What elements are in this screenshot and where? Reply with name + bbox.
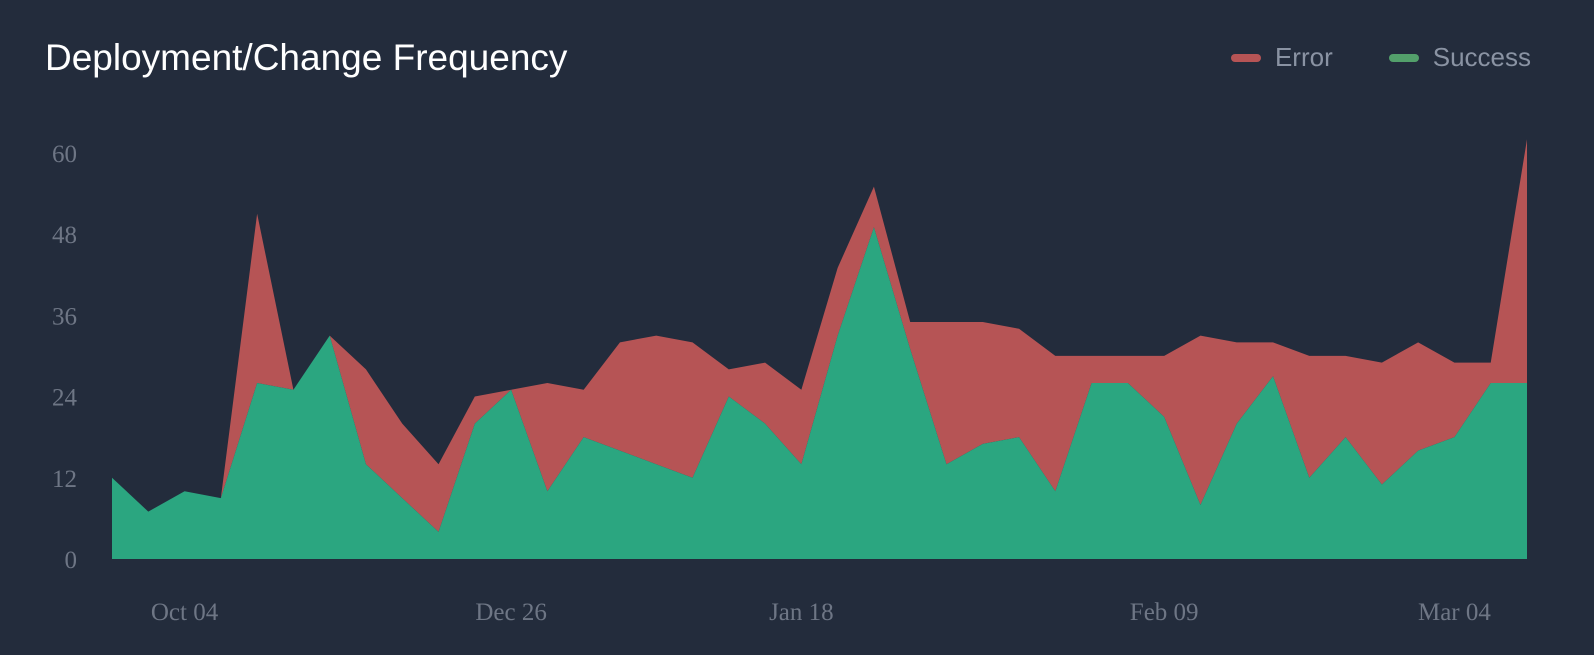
- legend-item-error[interactable]: Error: [1230, 42, 1333, 73]
- x-tick-label: Feb 09: [1130, 599, 1199, 626]
- series-areas: [112, 139, 1527, 559]
- y-tick-label: 12: [52, 466, 77, 493]
- legend-label-error: Error: [1274, 42, 1333, 72]
- x-tick-label: Oct 04: [151, 599, 219, 626]
- legend-label-success: Success: [1432, 42, 1531, 72]
- y-tick-label: 24: [52, 385, 78, 412]
- x-tick-label: Mar 04: [1418, 599, 1491, 626]
- legend: Error Success: [1175, 42, 1531, 73]
- y-tick-label: 60: [52, 141, 77, 168]
- y-tick-label: 0: [65, 547, 78, 574]
- series-area-error[interactable]: [112, 139, 1527, 532]
- y-tick-label: 36: [52, 303, 77, 330]
- y-tick-label: 48: [52, 222, 77, 249]
- chart-title: Deployment/Change Frequency: [45, 37, 568, 78]
- y-axis: 0 12 24 36 48 60: [52, 141, 78, 574]
- series-area-success[interactable]: [112, 227, 1527, 559]
- legend-swatch-error: [1230, 53, 1261, 62]
- x-tick-label: Dec 26: [475, 599, 547, 626]
- legend-swatch-success: [1388, 53, 1419, 62]
- x-tick-label: Jan 18: [769, 599, 834, 626]
- legend-item-success[interactable]: Success: [1388, 42, 1531, 73]
- x-axis: Oct 04 Dec 26 Jan 18 Feb 09 Mar 04: [151, 599, 1491, 626]
